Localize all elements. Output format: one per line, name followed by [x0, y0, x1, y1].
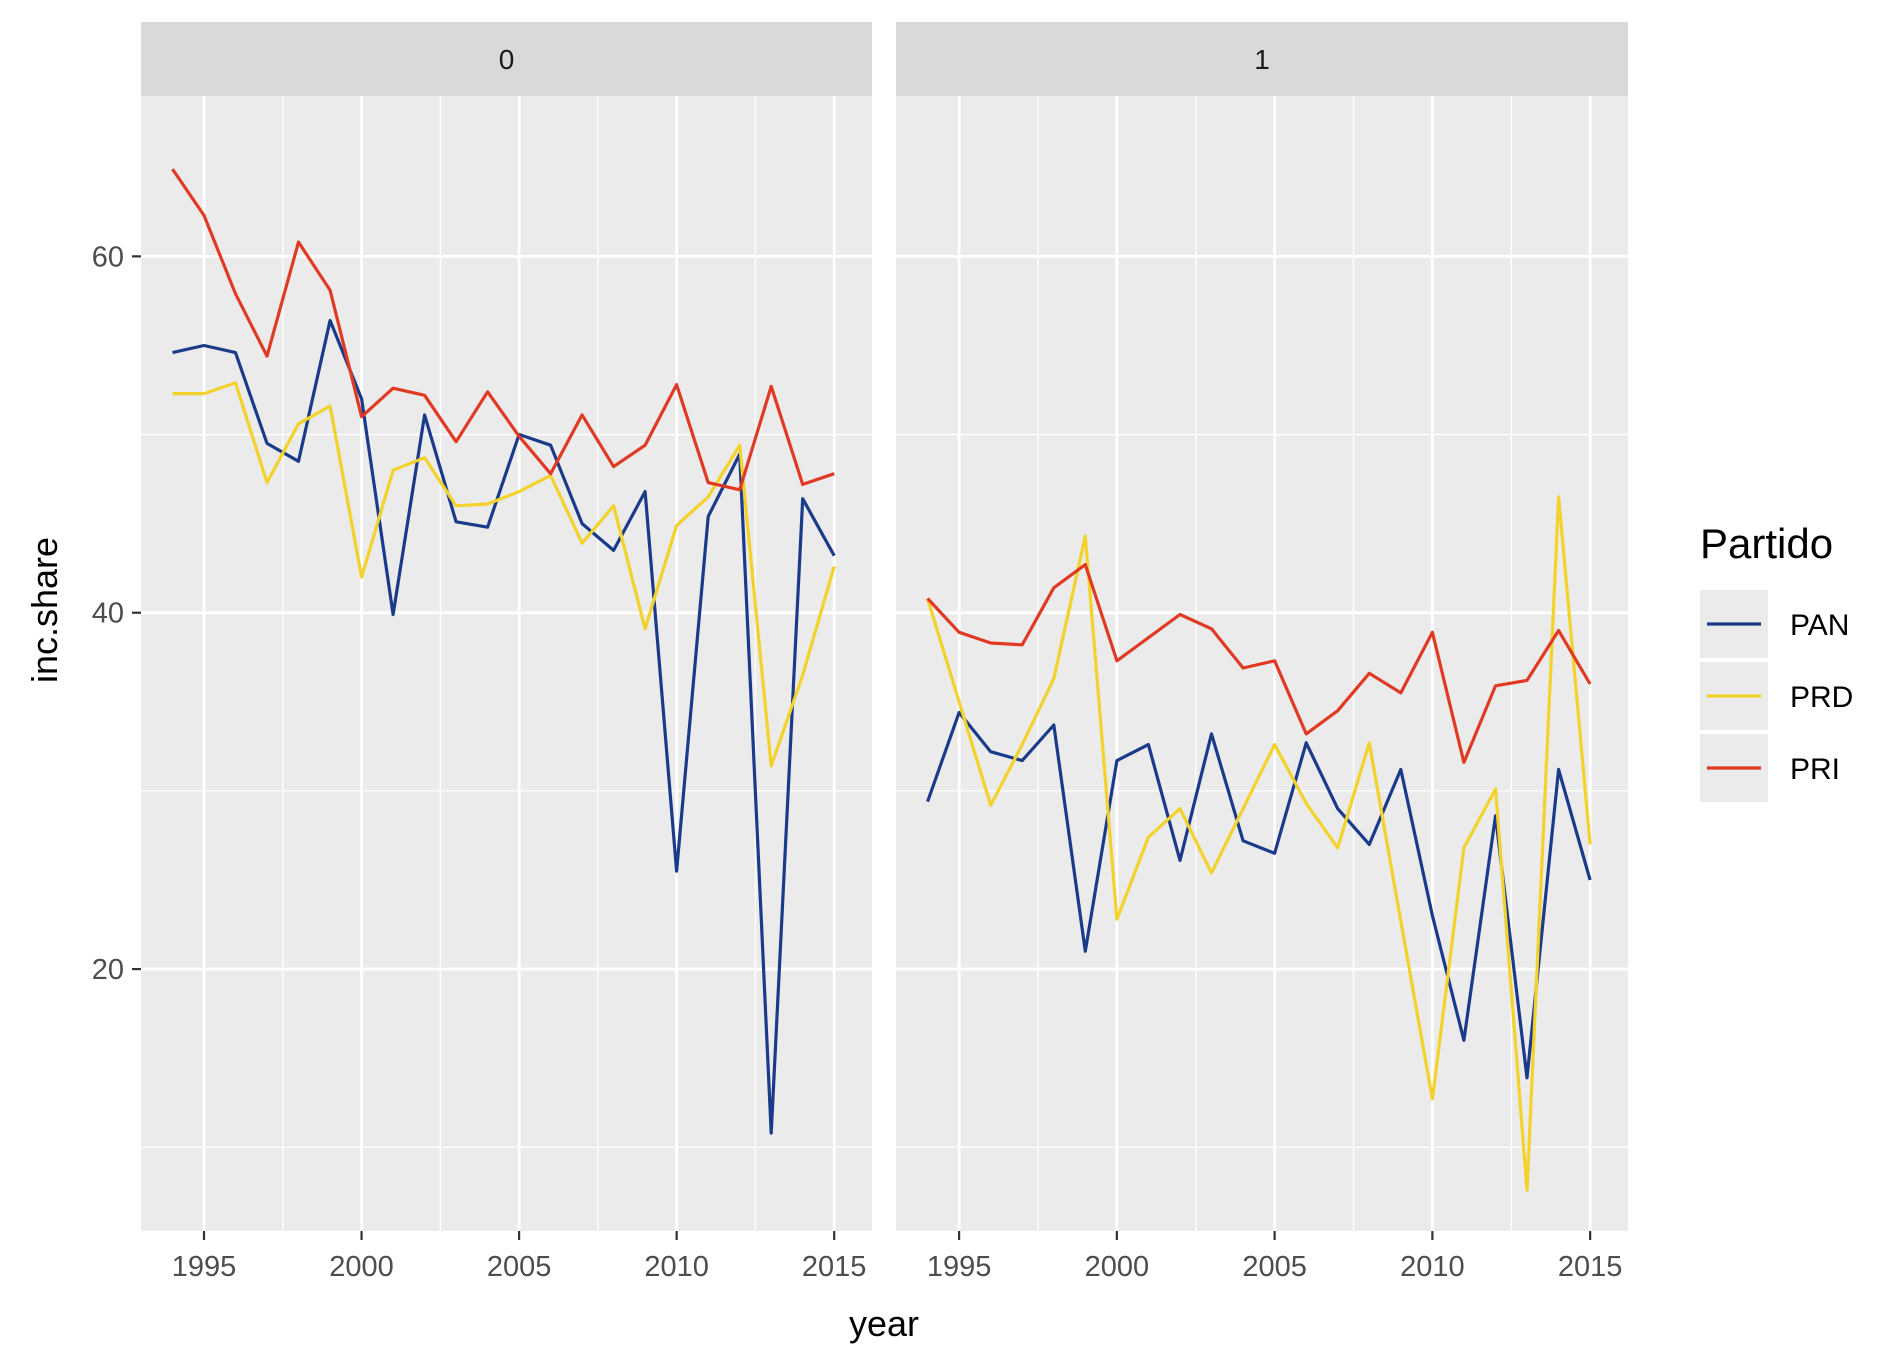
facet-panel-0: 0 — [141, 22, 872, 1231]
y-axis-title: inc.share — [24, 537, 65, 683]
x-tick-label: 2010 — [1400, 1251, 1465, 1283]
legend-title: Partido — [1700, 520, 1833, 567]
legend-item-pri: PRI — [1700, 734, 1840, 802]
x-tick-label: 2000 — [1085, 1251, 1150, 1283]
legend-item-prd: PRD — [1700, 662, 1853, 730]
series-line-pri-panel-0 — [171, 168, 835, 492]
x-axis-panel-0: 1995 2000 2005 2010 2015 — [172, 1231, 867, 1283]
y-tick-label: 20 — [92, 954, 124, 986]
facet-strip — [896, 22, 1628, 96]
series-line-pri-panel-1 — [926, 562, 1592, 765]
legend-item-pan: PAN — [1700, 590, 1849, 658]
series-line-pan-panel-1 — [926, 710, 1592, 1080]
series-line-prd-panel-0 — [172, 381, 836, 768]
y-tick-label: 60 — [92, 241, 124, 273]
legend: Partido PAN PRD PRI — [1700, 520, 1853, 802]
x-tick-label: 2015 — [1558, 1251, 1623, 1283]
series-line-prd-panel-1 — [926, 495, 1592, 1192]
facet-strip — [141, 22, 872, 96]
x-tick-label: 2015 — [802, 1251, 867, 1283]
facet-panel-1: 1 — [896, 22, 1628, 1231]
legend-label: PAN — [1790, 609, 1849, 642]
legend-label: PRI — [1790, 753, 1840, 786]
x-tick-label: 1995 — [927, 1251, 992, 1283]
x-axis-title: year — [849, 1303, 919, 1344]
x-tick-label: 2010 — [644, 1251, 709, 1283]
x-axis-panel-1: 1995 2000 2005 2010 2015 — [927, 1231, 1623, 1283]
y-axis: 20 40 60 — [92, 241, 141, 986]
x-tick-label: 2005 — [487, 1251, 552, 1283]
x-tick-label: 2005 — [1242, 1251, 1307, 1283]
x-tick-label: 2000 — [329, 1251, 394, 1283]
x-tick-label: 1995 — [172, 1251, 237, 1283]
x-axes: 1995 2000 2005 2010 2015 1995 2000 2005 2010 2015 — [172, 1231, 1623, 1283]
y-tick-label: 40 — [92, 598, 124, 630]
legend-label: PRD — [1790, 681, 1853, 714]
facet-strip-label: 1 — [1254, 44, 1270, 75]
facet-strip-label: 0 — [499, 44, 515, 75]
